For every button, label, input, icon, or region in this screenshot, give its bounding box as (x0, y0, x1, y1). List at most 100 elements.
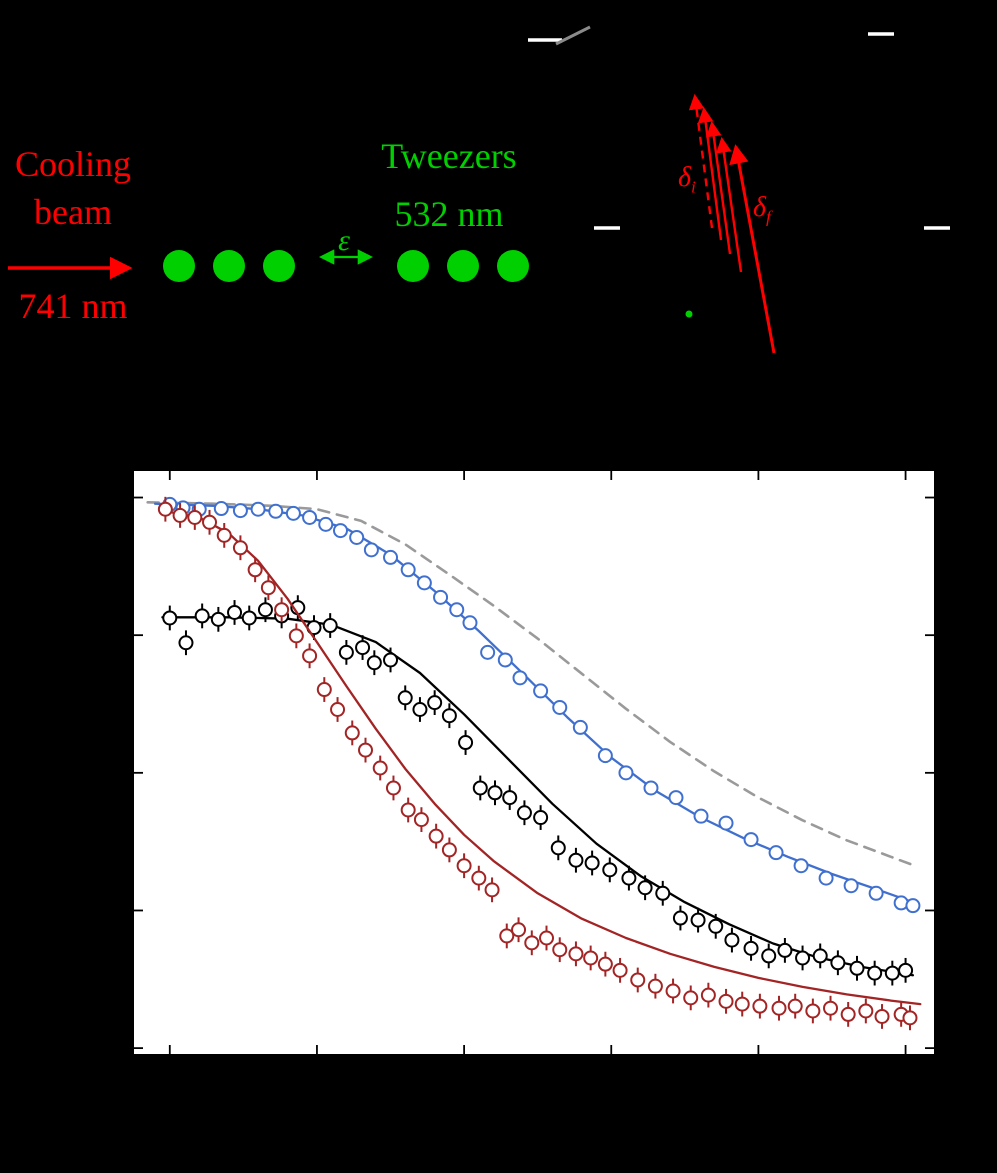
black-circles-point (761, 948, 777, 964)
darkred-circles-point (734, 996, 750, 1012)
darkred-circles-point (428, 828, 444, 844)
atom-circle (163, 250, 195, 282)
cooling-wavelength-label: 741 nm (18, 286, 128, 326)
blue-circles-point (668, 790, 684, 806)
darkred-circles-point (858, 1003, 874, 1019)
black-circles-point (690, 912, 706, 928)
darkred-circles-point (840, 1006, 856, 1022)
blue-circles-point (332, 523, 348, 539)
blue-circles-point (905, 898, 921, 914)
blue-circles-point (643, 780, 659, 796)
black-circles-point (441, 708, 457, 724)
tweezers-label: Tweezers (381, 136, 517, 176)
blue-circles-point (232, 503, 248, 519)
blue-circles-point (349, 529, 365, 545)
black-circles-point (830, 955, 846, 971)
black-circles-point (724, 932, 740, 948)
blue-circles-point (302, 509, 318, 525)
black-circles-point (884, 965, 900, 981)
darkred-circles-point (612, 962, 628, 978)
blue-circles-point (768, 845, 784, 861)
black-circles-point (194, 608, 210, 624)
darkred-circles-point (247, 562, 263, 578)
blue-circles-point (718, 815, 734, 831)
blue-circles-point (533, 683, 549, 699)
blue-circles-point (213, 501, 229, 517)
blue-circles-point (285, 505, 301, 521)
virtual-level-line (555, 25, 591, 46)
darkred-circles-point (157, 501, 173, 517)
black-circles-point (568, 852, 584, 868)
black-circles-point (355, 640, 371, 656)
darkred-circles-point (630, 972, 646, 988)
black-circles-point (795, 950, 811, 966)
blue-circles-point (868, 885, 884, 901)
darkred-circles-point (344, 725, 360, 741)
darkred-circles-point (413, 812, 429, 828)
blue-circles-point (462, 615, 478, 631)
darkred-circles-point (260, 580, 276, 596)
black-circles-point (672, 910, 688, 926)
blue-circles-point (383, 549, 399, 565)
darkred-circles-point (771, 1000, 787, 1016)
black-circles-point (502, 790, 518, 806)
darkred-circles-point (187, 509, 203, 525)
darkred-circles-point (787, 998, 803, 1014)
blue-circles-point (743, 832, 759, 848)
black-circles-point (708, 918, 724, 934)
black-circles-point (178, 635, 194, 651)
raman-arrow (705, 120, 732, 255)
black-circles-point (241, 610, 257, 626)
blue-circles-point (818, 870, 834, 886)
raman-arrow (716, 136, 743, 273)
black-circles-point (322, 618, 338, 634)
black-circles-point (550, 840, 566, 856)
black-circles-point (621, 870, 637, 886)
blue-circles-point (268, 503, 284, 519)
darkred-circles-point (441, 842, 457, 858)
darkred-circles-point (568, 946, 584, 962)
black-circles-point (412, 702, 428, 718)
atom-circle (447, 250, 479, 282)
black-circles-point (602, 862, 618, 878)
darkred-circles-point (597, 956, 613, 972)
darkred-circles-point (874, 1008, 890, 1024)
delta-f-sub: f (766, 207, 771, 227)
black-circles-point (458, 735, 474, 751)
blue-circles-point (572, 719, 588, 735)
darkred-circles-point (471, 870, 487, 886)
panel-b-plot (132, 469, 936, 1056)
blue-circles-point (416, 575, 432, 591)
darkred-circles-point (700, 987, 716, 1003)
blue-circles-point (597, 748, 613, 764)
black-circles-point (338, 644, 354, 660)
darkred-circles-point (902, 1010, 918, 1026)
darkred-circles-point (358, 742, 374, 758)
blue-circles-point (793, 858, 809, 874)
blue-circles-point (250, 501, 266, 517)
darkred-circles-point (752, 998, 768, 1014)
black-circles-point (655, 885, 671, 901)
panel-a-diagram (8, 25, 950, 354)
black-circles-point (637, 880, 653, 896)
raman-arrow-dashed (688, 93, 714, 229)
darkred-circles-point (288, 628, 304, 644)
darkred-circles-point (456, 858, 472, 874)
darkred-circles-point (172, 507, 188, 523)
blue-circles-point (400, 562, 416, 578)
cooling-beam-label-line2: beam (34, 192, 112, 232)
black-circles-point (383, 652, 399, 668)
black-circles-point (397, 690, 413, 706)
darkred-circles-point (385, 780, 401, 796)
darkred-circles-point (718, 993, 734, 1009)
black-circles-point (427, 695, 443, 711)
atom-dot (685, 310, 693, 318)
darkred-circles-point (274, 602, 290, 618)
delta-i-base: δ (678, 162, 692, 193)
darkred-circles-point (484, 882, 500, 898)
blue-circles-point (843, 878, 859, 894)
blue-circles-point (449, 602, 465, 618)
darkred-circles-point (232, 540, 248, 556)
